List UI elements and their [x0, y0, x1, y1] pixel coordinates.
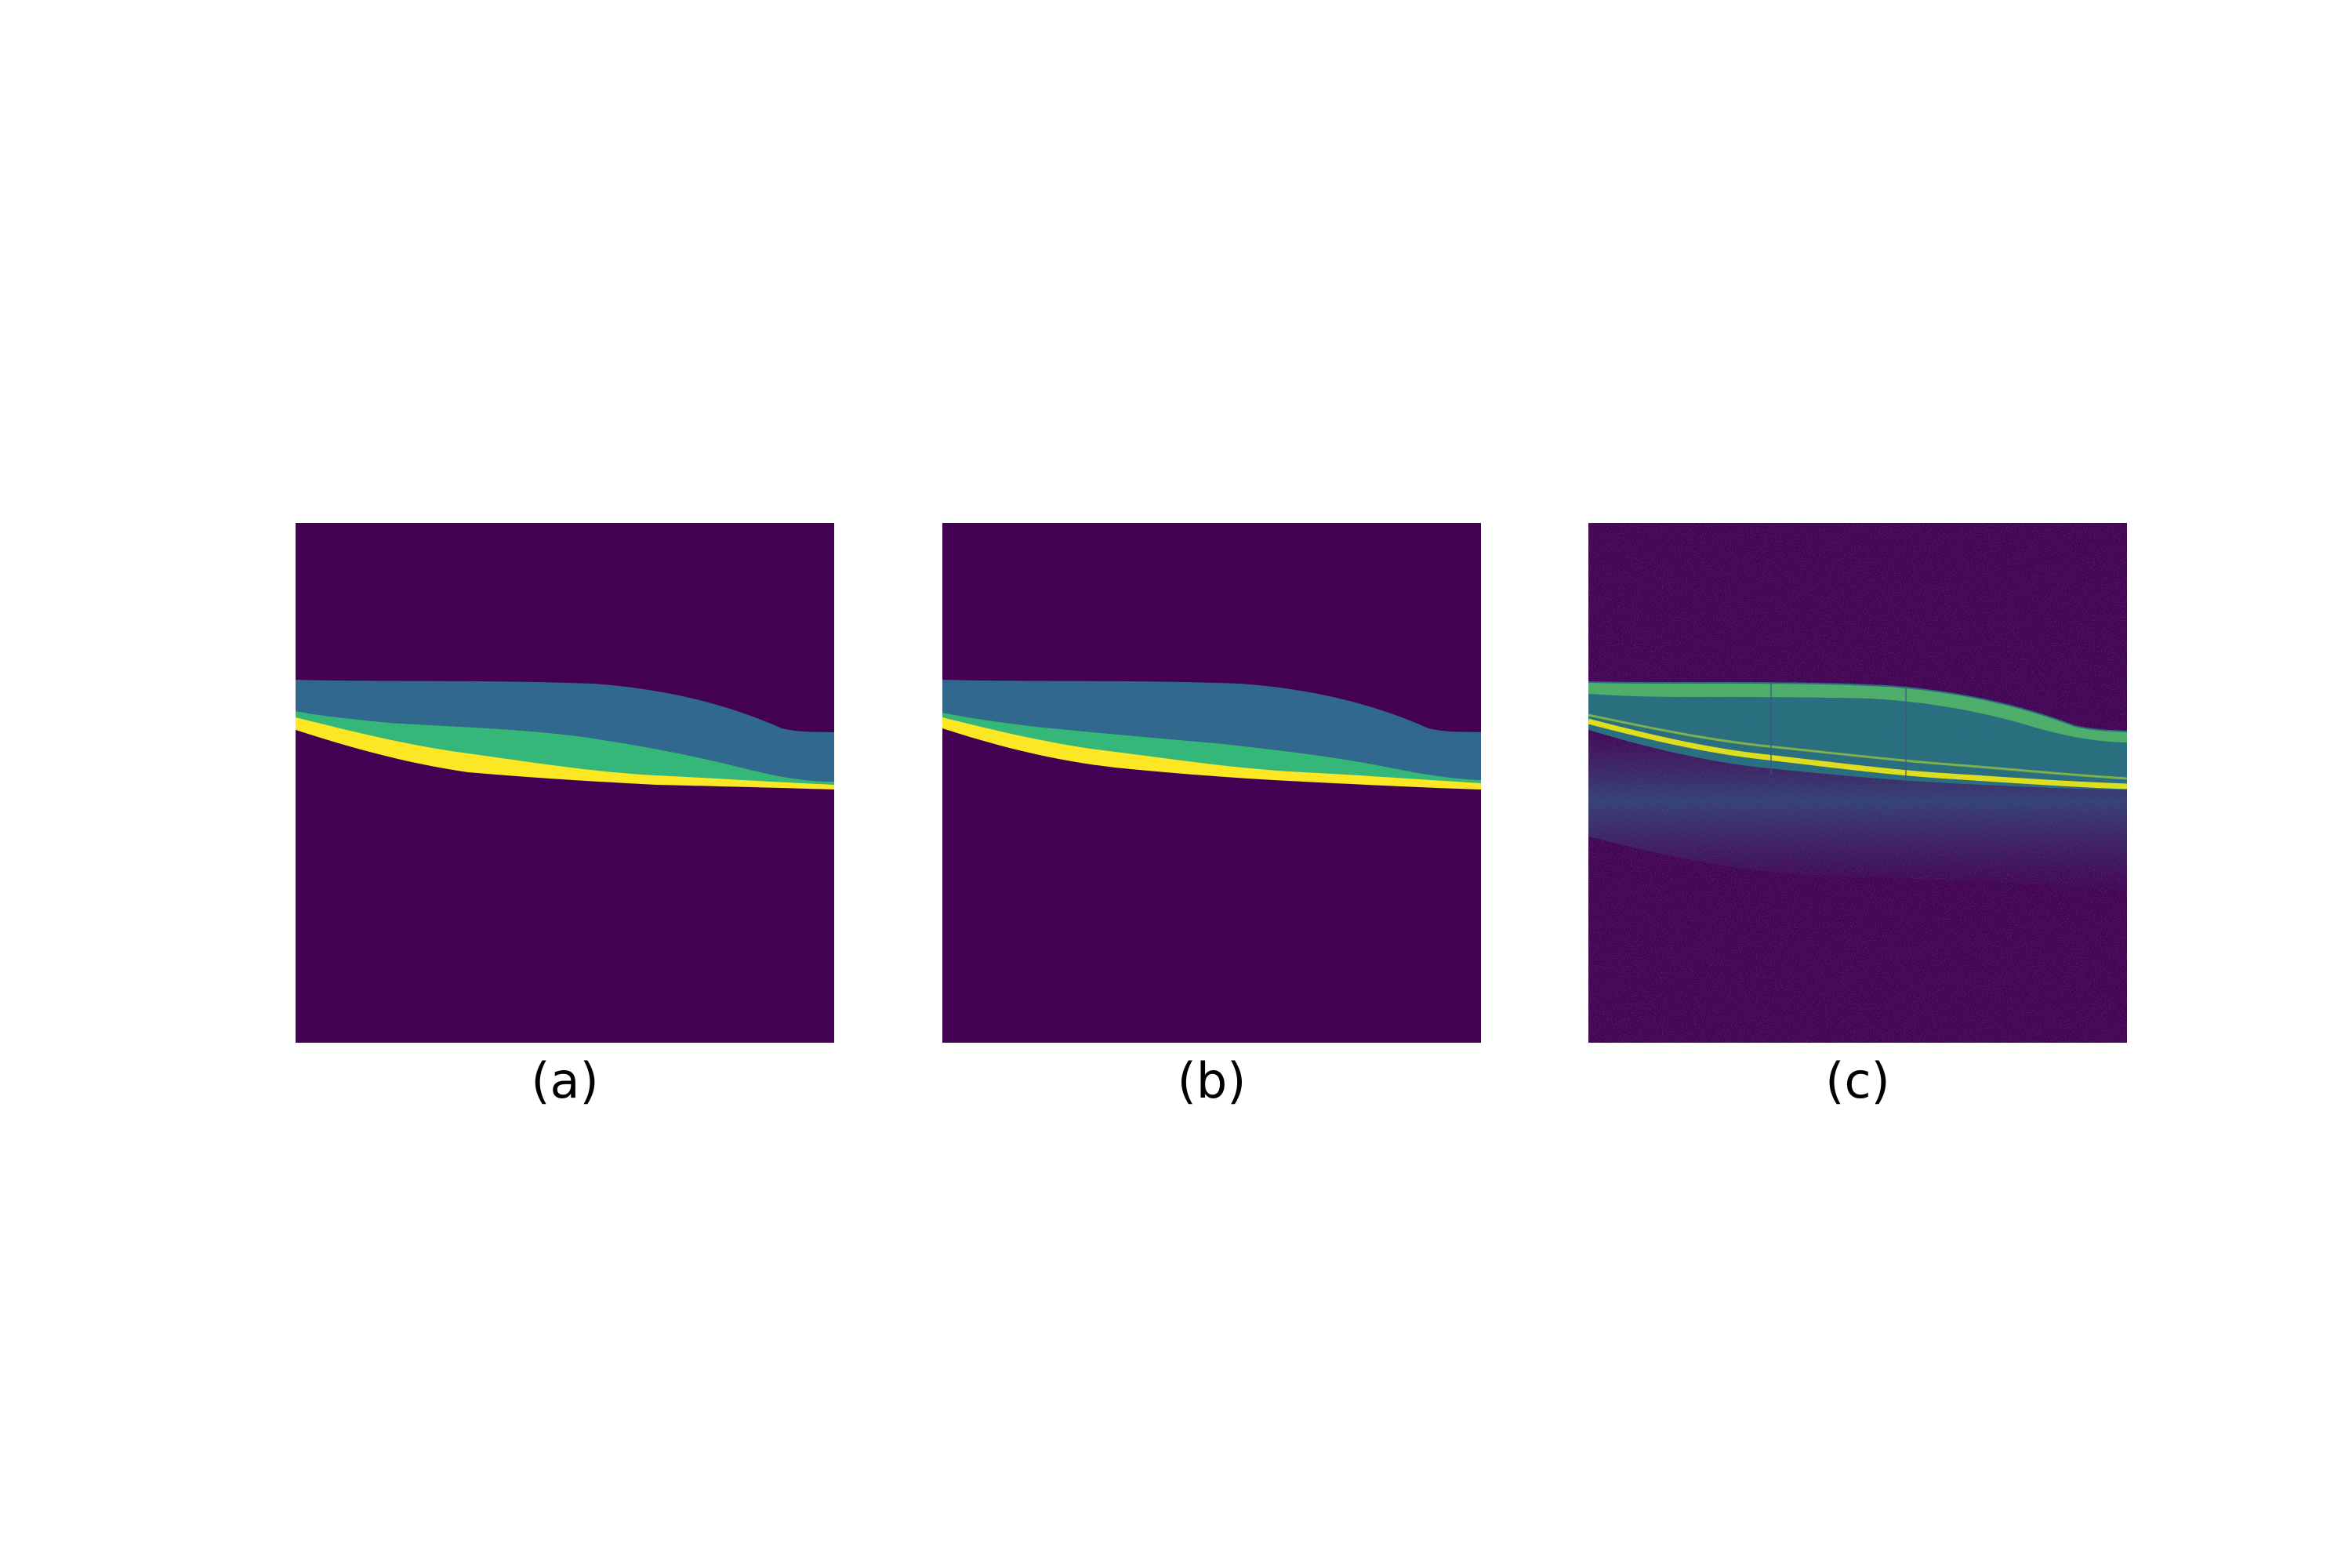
- segmentation-panel-b: [942, 523, 1481, 1043]
- oct-image-panel-c: [1588, 523, 2127, 1043]
- segmentation-map-a: [296, 523, 834, 1043]
- rpe-bright-line: [1588, 718, 2127, 789]
- top-layer: [942, 680, 1481, 780]
- caption-b: (b): [1177, 1052, 1247, 1109]
- choroid-region: [1588, 728, 2127, 891]
- caption-c: (c): [1825, 1052, 1890, 1109]
- top-layer: [296, 680, 834, 782]
- middle-layer: [296, 711, 834, 788]
- oct-b-scan-image: [1588, 523, 2127, 1043]
- inner-retina-bright: [1588, 683, 2127, 742]
- segmentation-map-b: [942, 523, 1481, 1043]
- bottom-layer: [296, 717, 834, 789]
- caption-a: (a): [531, 1052, 599, 1109]
- segmentation-panel-a: [296, 523, 834, 1043]
- bottom-layer: [942, 717, 1481, 789]
- ellipsoid-line: [1588, 713, 2127, 780]
- middle-layer: [942, 713, 1481, 786]
